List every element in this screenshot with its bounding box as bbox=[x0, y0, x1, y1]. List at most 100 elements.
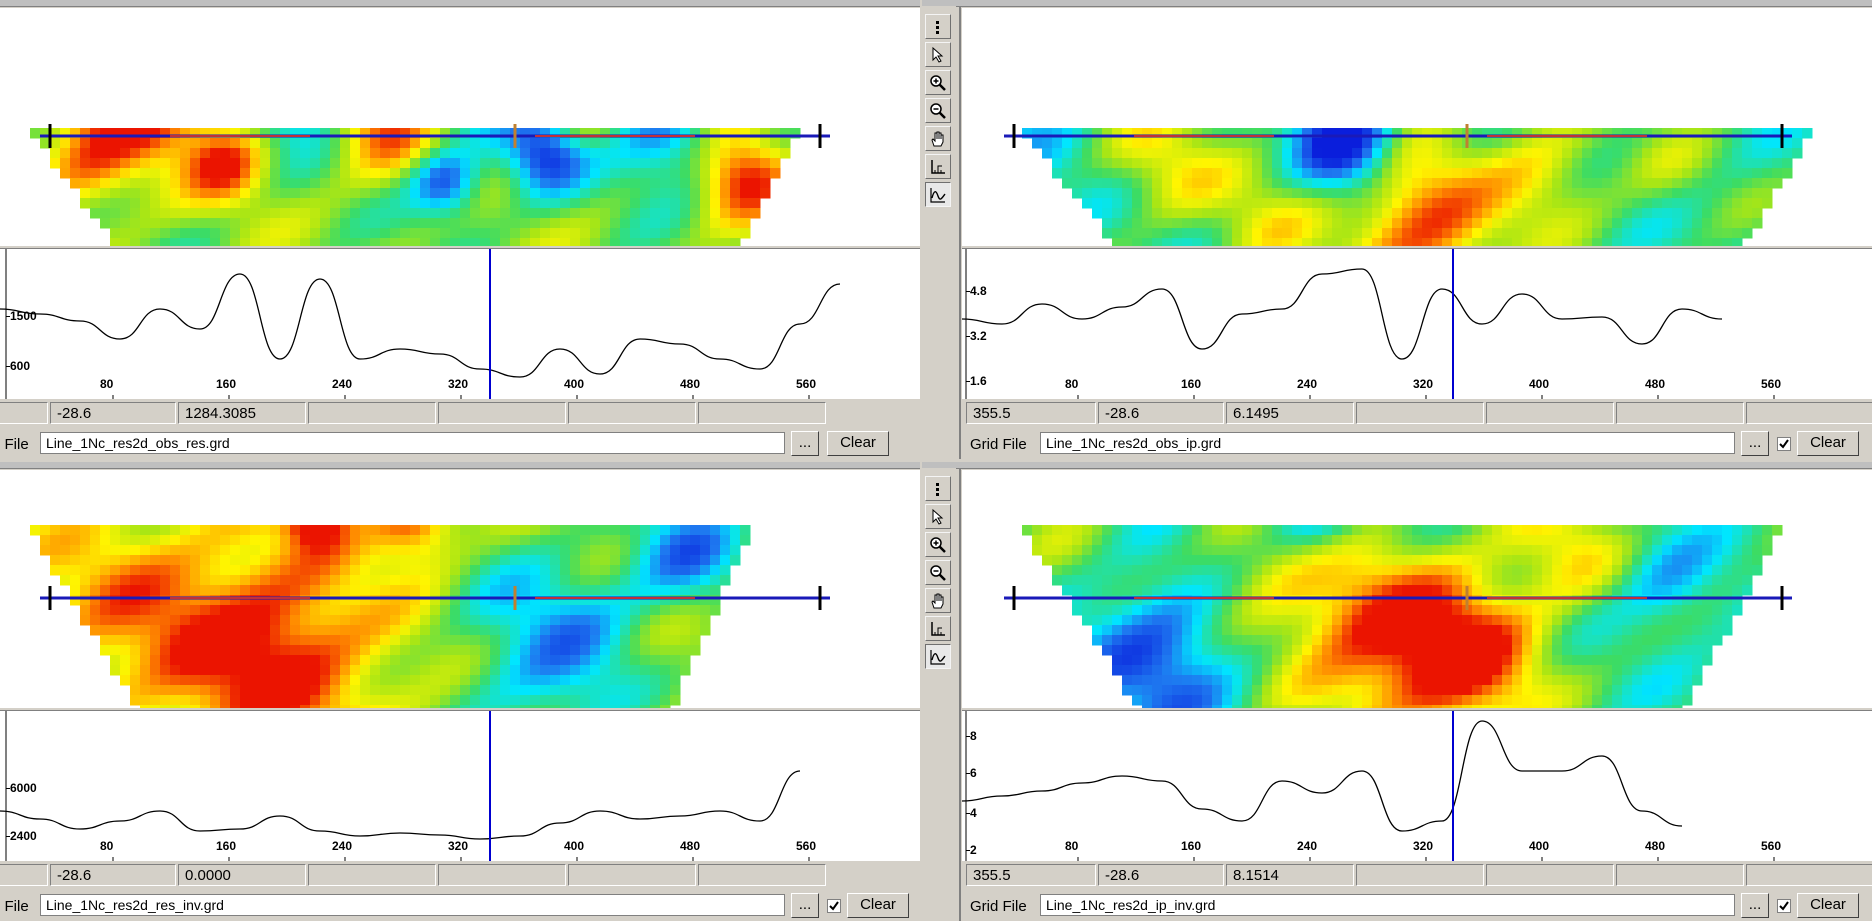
profile-plot[interactable]: 80 160 240 320 400 480 560 1500 600 bbox=[0, 248, 920, 399]
overlay-checkbox[interactable] bbox=[827, 899, 841, 913]
y-tick-label: 6000 bbox=[10, 781, 37, 795]
grid-file-input[interactable]: Line_1Nc_res2d_obs_ip.grd bbox=[1040, 432, 1735, 454]
x-tick-label: 320 bbox=[1413, 839, 1434, 853]
grip-icon bbox=[936, 483, 939, 496]
grid-file-input[interactable]: Line_1Nc_res2d_res_inv.grd bbox=[40, 894, 785, 916]
value-readout: 1284.3085 bbox=[178, 402, 306, 424]
profile-line[interactable] bbox=[1004, 124, 1792, 148]
section-view[interactable] bbox=[0, 8, 920, 246]
profile-curve bbox=[0, 770, 801, 840]
y-tick-mark bbox=[966, 291, 970, 292]
zoom-out-icon bbox=[930, 565, 946, 581]
status-cell bbox=[568, 864, 696, 886]
y-tick-label: 600 bbox=[10, 359, 31, 373]
x-coordinate: 355.5 bbox=[966, 402, 1096, 424]
x-tick-label: 240 bbox=[332, 377, 353, 391]
y-tick-label: 6 bbox=[970, 766, 977, 780]
y-tick-label: 4 bbox=[970, 806, 977, 820]
x-coordinate: 355.5 bbox=[966, 864, 1096, 886]
x-tick-label: 80 bbox=[1065, 839, 1079, 853]
profile-line[interactable] bbox=[40, 124, 830, 148]
section-view[interactable] bbox=[962, 8, 1872, 246]
clear-button[interactable]: Clear bbox=[1797, 893, 1859, 918]
status-cell bbox=[438, 864, 566, 886]
y-tick-mark bbox=[6, 316, 10, 317]
browse-button[interactable]: ... bbox=[1741, 431, 1769, 456]
y-tick-mark bbox=[6, 366, 10, 367]
x-tick-label: 480 bbox=[1645, 377, 1666, 391]
overlay-checkbox[interactable] bbox=[1777, 437, 1791, 451]
zoom-out-tool-button[interactable] bbox=[925, 98, 951, 123]
grid-panel-p4: 80 160 240 320 400 480 560 8 6 4 2 355.5 -28.6 8.1514… bbox=[922, 462, 1872, 921]
y-tick-label: 1500 bbox=[10, 309, 37, 323]
y-tick-mark bbox=[966, 336, 970, 337]
profile-plot[interactable]: 80 160 240 320 400 480 560 4.8 3.2 1.6 bbox=[962, 248, 1872, 399]
browse-button[interactable]: ... bbox=[791, 893, 819, 918]
profile-tool-button[interactable] bbox=[925, 182, 951, 207]
status-cell bbox=[308, 402, 436, 424]
status-cell bbox=[1356, 402, 1484, 424]
profile-plot[interactable]: 80 160 240 320 400 480 560 6000 2400 bbox=[0, 710, 920, 861]
checkmark-icon bbox=[1779, 439, 1789, 449]
section-view[interactable] bbox=[962, 470, 1872, 708]
status-cell bbox=[568, 402, 696, 424]
zoom-out-tool-button[interactable] bbox=[925, 560, 951, 585]
y-coordinate: -28.6 bbox=[50, 864, 176, 886]
profile-plot[interactable]: 80 160 240 320 400 480 560 8 6 4 2 bbox=[962, 710, 1872, 861]
value-readout: 6.1495 bbox=[1226, 402, 1354, 424]
x-tick-label: 160 bbox=[216, 839, 237, 853]
x-tick-label: 320 bbox=[448, 377, 469, 391]
pointer-tool-button[interactable] bbox=[925, 42, 951, 67]
x-tick-label: 480 bbox=[680, 377, 701, 391]
pseudosection-map bbox=[1004, 124, 1813, 246]
y-tick-mark bbox=[966, 736, 970, 737]
measure-tool-button[interactable] bbox=[925, 154, 951, 179]
profile-icon bbox=[930, 650, 946, 665]
profile-line[interactable] bbox=[1004, 586, 1792, 610]
grip-tool-button[interactable] bbox=[925, 14, 951, 39]
profile-curve bbox=[962, 268, 1723, 360]
profile-line[interactable] bbox=[40, 586, 830, 610]
pan-hand-tool-button[interactable] bbox=[925, 588, 951, 613]
clear-button[interactable]: Clear bbox=[827, 431, 889, 456]
zoom-in-tool-button[interactable] bbox=[925, 532, 951, 557]
zoom-in-tool-button[interactable] bbox=[925, 70, 951, 95]
status-cell bbox=[1356, 864, 1484, 886]
y-tick-mark bbox=[6, 836, 10, 837]
x-tick-label: 240 bbox=[332, 839, 353, 853]
value-readout: 0.0000 bbox=[178, 864, 306, 886]
pan-hand-icon bbox=[931, 593, 944, 609]
map-toolbar bbox=[922, 6, 956, 459]
x-tick-label: 80 bbox=[100, 839, 114, 853]
grid-file-input[interactable]: Line_1Nc_res2d_obs_res.grd bbox=[40, 432, 785, 454]
zoom-out-icon bbox=[930, 103, 946, 119]
x-tick-label: 560 bbox=[1761, 839, 1782, 853]
pseudosection-map bbox=[30, 124, 830, 246]
overlay-checkbox[interactable] bbox=[1777, 899, 1791, 913]
checkmark-icon bbox=[829, 901, 839, 911]
pointer-tool-button[interactable] bbox=[925, 504, 951, 529]
y-coordinate: -28.6 bbox=[1098, 402, 1224, 424]
profile-tool-button[interactable] bbox=[925, 644, 951, 669]
y-tick-label: 8 bbox=[970, 729, 977, 743]
x-coordinate: 355.5 bbox=[0, 864, 48, 886]
y-tick-label: 3.2 bbox=[970, 329, 987, 343]
grid-file-row: Grid File Line_1Nc_res2d_obs_ip.grd... Cle… bbox=[962, 429, 1872, 459]
clear-button[interactable]: Clear bbox=[1797, 431, 1859, 456]
grip-tool-button[interactable] bbox=[925, 476, 951, 501]
status-bar: 355.5-28.60.0000 bbox=[0, 861, 920, 889]
grid-file-label: Grid File bbox=[0, 436, 29, 453]
x-tick-label: 240 bbox=[1297, 839, 1318, 853]
measure-tool-button[interactable] bbox=[925, 616, 951, 641]
clear-button[interactable]: Clear bbox=[847, 893, 909, 918]
browse-button[interactable]: ... bbox=[791, 431, 819, 456]
toolbar-divider bbox=[959, 6, 961, 459]
pan-hand-tool-button[interactable] bbox=[925, 126, 951, 151]
section-view[interactable] bbox=[0, 470, 920, 708]
grid-panel-p1: 80 160 240 320 400 480 560 1500 600 355.5-28.6128… bbox=[0, 0, 920, 459]
x-tick-label: 320 bbox=[1413, 377, 1434, 391]
browse-button[interactable]: ... bbox=[1741, 893, 1769, 918]
profile-icon bbox=[930, 188, 946, 203]
grid-file-input[interactable]: Line_1Nc_res2d_ip_inv.grd bbox=[1040, 894, 1735, 916]
